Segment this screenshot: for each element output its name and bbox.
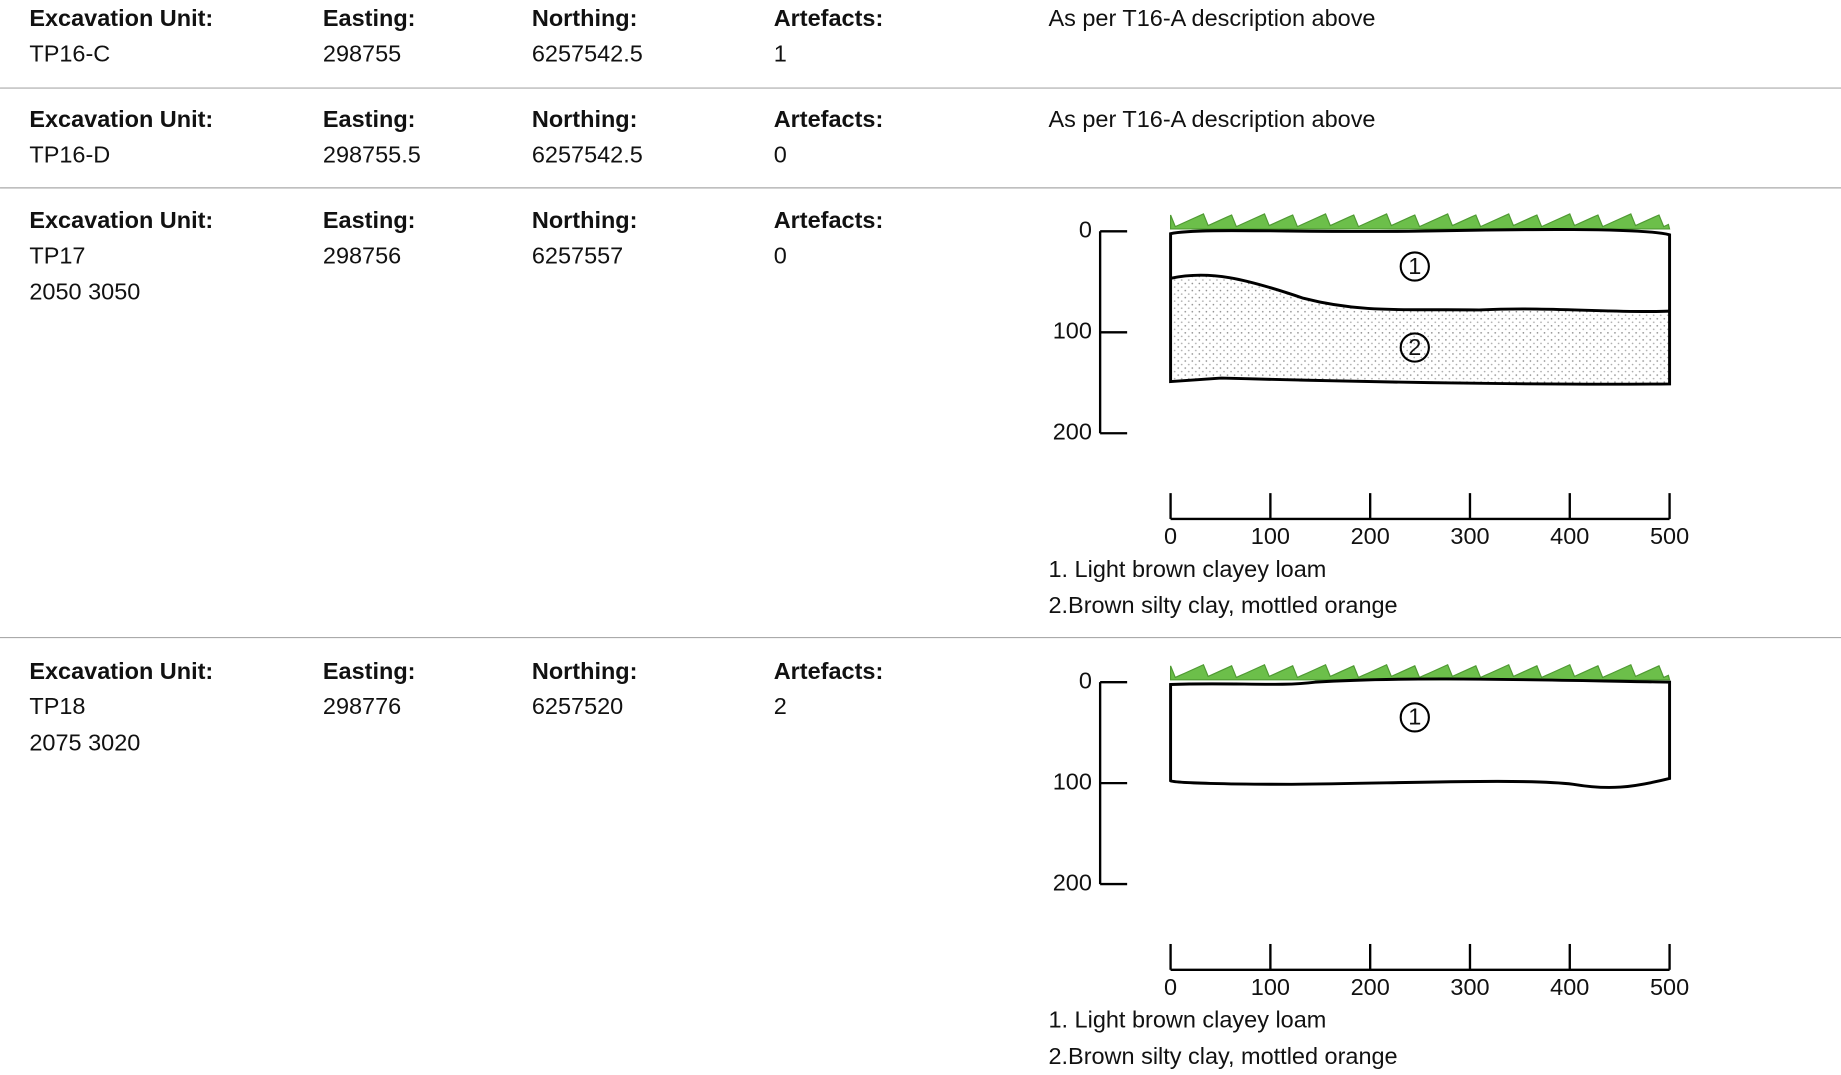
legend-line: 1. Light brown clayey loam bbox=[1048, 556, 1326, 582]
grid-ref: 2075 3020 bbox=[29, 730, 140, 756]
field-value: TP16-D bbox=[29, 141, 110, 167]
layer-number: 2 bbox=[1408, 334, 1421, 360]
field-value: TP17 bbox=[29, 242, 85, 268]
scale-tick-label: 300 bbox=[1450, 974, 1489, 1000]
depth-tick-label: 200 bbox=[1053, 869, 1092, 895]
layer-number: 1 bbox=[1408, 253, 1421, 279]
depth-tick-label: 0 bbox=[1079, 216, 1092, 242]
field-label: Excavation Unit: bbox=[29, 106, 213, 132]
legend-line: 1. Light brown clayey loam bbox=[1048, 1007, 1326, 1033]
field-value: 0 bbox=[774, 242, 787, 268]
field-value: 6257542.5 bbox=[532, 40, 643, 66]
scale-tick-label: 100 bbox=[1251, 974, 1290, 1000]
field-label: Artefacts: bbox=[774, 5, 884, 31]
layer-marker bbox=[1399, 251, 1430, 282]
field-value: 6257557 bbox=[532, 242, 623, 268]
depth-tick-label: 0 bbox=[1079, 667, 1092, 693]
scale-tick-label: 400 bbox=[1550, 974, 1589, 1000]
field-value: 0 bbox=[774, 141, 787, 167]
field-value: 298756 bbox=[323, 242, 401, 268]
pit-outline bbox=[1169, 228, 1672, 386]
grass bbox=[1169, 663, 1671, 681]
field-label: Easting: bbox=[323, 5, 416, 31]
field-label: Easting: bbox=[323, 106, 416, 132]
scale-tick-label: 500 bbox=[1650, 974, 1689, 1000]
soil-profile: 1 2 0 100 200 0 100 200 300 400 500 1. Light brown … bbox=[1048, 213, 1689, 618]
field-label: Northing: bbox=[532, 106, 638, 132]
grid-ref: 2050 3050 bbox=[29, 279, 140, 305]
field-label: Artefacts: bbox=[774, 207, 884, 233]
depth-tick-label: 100 bbox=[1053, 768, 1092, 794]
field-label: Northing: bbox=[532, 5, 638, 31]
depth-tick-label: 200 bbox=[1053, 418, 1092, 444]
field-label: Artefacts: bbox=[774, 106, 884, 132]
scale-tick-label: 200 bbox=[1351, 974, 1390, 1000]
field-label: Excavation Unit: bbox=[29, 207, 213, 233]
pit-outline bbox=[1169, 677, 1672, 789]
description: As per T16-A description above bbox=[1048, 106, 1375, 132]
soil-profile: 1 0 100 200 0 100 200 300 400 500 1. Light brown c… bbox=[1048, 663, 1689, 1069]
legend-line: 2.Brown silty clay, mottled orange bbox=[1048, 592, 1397, 618]
field-label: Easting: bbox=[323, 658, 416, 684]
layer-marker bbox=[1399, 702, 1430, 733]
field-value: TP18 bbox=[29, 693, 85, 719]
scale-tick-label: 400 bbox=[1550, 523, 1589, 549]
layer-2-fill bbox=[1170, 275, 1670, 385]
field-value: 6257520 bbox=[532, 693, 623, 719]
field-value: 6257542.5 bbox=[532, 141, 643, 167]
field-value: 1 bbox=[774, 40, 787, 66]
layer-marker bbox=[1399, 332, 1430, 363]
description: As per T16-A description above bbox=[1048, 5, 1375, 31]
scale-tick-label: 200 bbox=[1351, 523, 1390, 549]
layer-boundary bbox=[1170, 273, 1670, 314]
scale-tick-label: 300 bbox=[1450, 523, 1489, 549]
depth-tick-label: 100 bbox=[1053, 317, 1092, 343]
field-label: Northing: bbox=[532, 658, 638, 684]
scale-tick-label: 0 bbox=[1164, 523, 1177, 549]
scale-tick-label: 500 bbox=[1650, 523, 1689, 549]
field-value: TP16-C bbox=[29, 40, 110, 66]
field-value: 2 bbox=[774, 693, 787, 719]
field-label: Excavation Unit: bbox=[29, 5, 213, 31]
scale-tick-label: 0 bbox=[1164, 974, 1177, 1000]
field-value: 298776 bbox=[323, 693, 401, 719]
field-label: Northing: bbox=[532, 207, 638, 233]
field-value: 298755 bbox=[323, 40, 401, 66]
field-label: Excavation Unit: bbox=[29, 658, 213, 684]
legend-line: 2.Brown silty clay, mottled orange bbox=[1048, 1043, 1397, 1069]
grass bbox=[1169, 213, 1671, 230]
layer-number: 1 bbox=[1408, 704, 1421, 730]
field-value: 298755.5 bbox=[323, 141, 421, 167]
scale-tick-label: 100 bbox=[1251, 523, 1290, 549]
field-label: Easting: bbox=[323, 207, 416, 233]
field-label: Artefacts: bbox=[774, 658, 884, 684]
